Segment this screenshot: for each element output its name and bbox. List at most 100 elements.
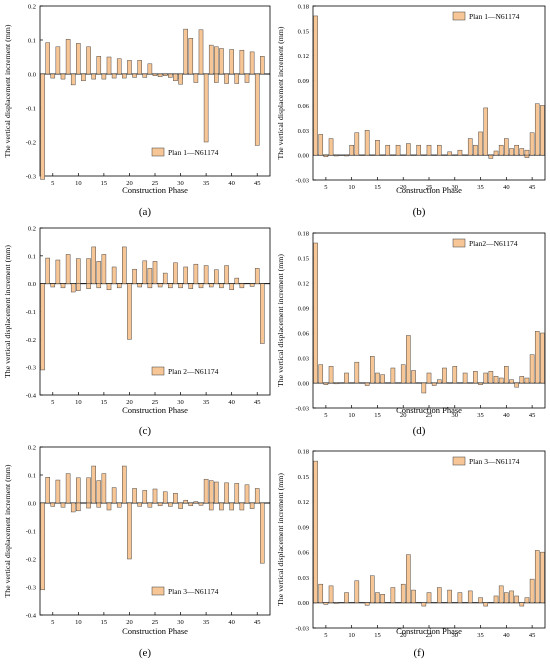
legend-swatch [151, 586, 165, 596]
panel-label: (c) [139, 425, 152, 437]
bar-negative [162, 73, 168, 76]
x-tick-label: 15 [101, 180, 108, 187]
x-axis-label: Construction Phase [396, 626, 462, 636]
y-tick-label: -0.03 [295, 178, 309, 185]
bar-negative [106, 502, 112, 511]
legend: Plan 3—N61174 [452, 456, 520, 466]
panel-label: (f) [414, 647, 425, 659]
bar-positive [45, 257, 50, 284]
bar-negative [333, 602, 339, 604]
bar-positive [76, 258, 81, 284]
bar-negative [127, 502, 132, 560]
bar-positive [219, 48, 224, 75]
bar-positive [111, 487, 117, 504]
bar-negative [178, 283, 183, 289]
bar-positive [208, 44, 214, 75]
x-tick-label: 10 [348, 184, 355, 191]
bar-positive [400, 583, 406, 603]
bar-negative [111, 73, 117, 79]
bar-negative [234, 73, 240, 84]
bar-positive [534, 103, 540, 156]
bar-negative [198, 283, 204, 289]
bar-negative [168, 283, 173, 289]
chart-panel-4: -0.03 0.00 0.03 0.06 0.09 0.12 0.15 0.18 5 10 15 20… [276, 231, 546, 437]
bar-positive [260, 56, 265, 75]
x-tick-label: 5 [51, 619, 54, 626]
bar-positive [157, 73, 163, 77]
bar-positive [390, 587, 396, 603]
bar-positive [234, 483, 240, 504]
bar-positive [76, 43, 81, 75]
bar-positive [142, 490, 148, 504]
bar-negative [229, 502, 234, 511]
bar-positive [234, 277, 240, 284]
chart-panel-5: -0.4 -0.3 -0.2 -0.1 0.0 0.1 0.2 5 10 15 20 25 30 35 40… [3, 445, 271, 659]
bar-positive [313, 460, 318, 603]
y-tick-label: 0.03 [298, 356, 309, 363]
y-tick-label: 0.03 [298, 575, 309, 582]
x-tick-label: 30 [452, 412, 459, 419]
legend-label: Plan 1—N61174 [168, 148, 219, 157]
bar-positive [249, 51, 255, 75]
x-tick-label: 25 [152, 180, 159, 187]
x-tick-label: 40 [503, 412, 510, 419]
bar-positive [147, 63, 153, 75]
bar-negative [60, 502, 66, 508]
bar-negative [40, 502, 45, 591]
bar-positive [229, 49, 234, 75]
bar-positive [380, 594, 385, 603]
y-tick-label: 0.0 [28, 281, 36, 288]
legend-swatch [151, 147, 165, 157]
bar-positive [173, 262, 178, 284]
bar-positive [524, 597, 530, 603]
x-tick-label: 40 [503, 632, 510, 639]
bar-positive [55, 259, 61, 284]
bar-positive [91, 246, 96, 284]
bar-positive [224, 265, 229, 284]
bar-negative [137, 283, 142, 288]
bar-positive [498, 377, 504, 384]
bar-positive [96, 261, 102, 284]
bar-negative [208, 502, 214, 511]
bar-negative [219, 283, 224, 289]
bar-negative [106, 283, 112, 291]
bar-positive [55, 46, 61, 75]
y-tick-label: -0.3 [26, 365, 36, 372]
y-tick-label: 0.06 [298, 550, 310, 557]
bar-positive [328, 366, 334, 384]
bar-positive [55, 479, 61, 504]
bar-negative [96, 502, 102, 508]
x-tick-label: 40 [503, 184, 510, 191]
y-tick-label: 0.18 [298, 449, 309, 456]
legend-swatch [452, 456, 466, 466]
bar-positive [344, 592, 349, 603]
bar-positive [328, 585, 334, 603]
x-tick-label: 20 [400, 184, 407, 191]
y-tick-label: 0.15 [298, 474, 309, 481]
x-tick-label: 5 [324, 632, 327, 639]
bar-negative [333, 154, 339, 157]
legend-label: Plan 1—N61174 [469, 12, 520, 21]
bar-negative [173, 73, 178, 82]
bar-negative [127, 283, 132, 340]
y-tick-label: -0.2 [26, 140, 36, 147]
bar-positive [203, 265, 209, 284]
bar-negative [137, 502, 142, 507]
legend: Plan 1—N61174 [452, 11, 520, 21]
bar-negative [203, 73, 209, 143]
bar-negative [50, 502, 56, 507]
bar-positive [45, 477, 50, 504]
x-tick-label: 45 [254, 619, 261, 626]
bar-negative [70, 283, 76, 293]
bar-positive [473, 144, 478, 156]
x-tick-label: 30 [452, 632, 459, 639]
bar-negative [142, 73, 148, 78]
bar-positive [380, 374, 385, 384]
bar-negative [421, 382, 427, 394]
bar-negative [333, 382, 339, 385]
bar-positive [406, 143, 411, 156]
bar-negative [81, 73, 86, 82]
bar-negative [254, 73, 260, 146]
bar-negative [96, 283, 102, 289]
bar-positive [519, 148, 525, 156]
